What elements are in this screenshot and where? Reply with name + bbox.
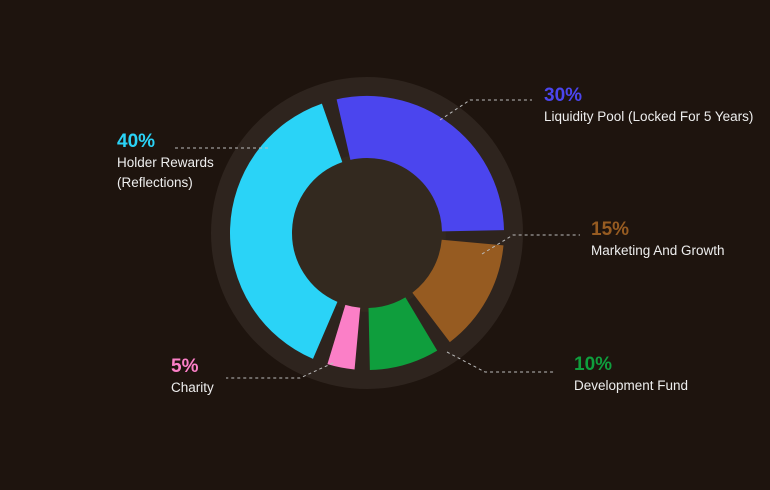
slice-holder-rewards-reflections [230,103,344,359]
leader-line-liquidity [439,99,532,121]
percent-label: 15% [591,219,630,240]
label-marketing: 15% Marketing And Growth [591,219,770,261]
category-label: Charity [171,380,214,395]
category-label: Marketing And Growth [591,243,725,258]
category-label: Liquidity Pool (Locked For 5 Years) [544,109,754,124]
category-label: (Reflections) [117,175,193,190]
donut-hole [288,154,446,312]
slice-development-fund [367,296,438,370]
label-holder-rewards: 40% Holder Rewards (Reflections) [117,131,257,193]
slice-liquidity-pool-locked-for-5-years [336,95,504,233]
percent-label: 10% [574,354,613,375]
label-development-fund: 10% Development Fund [574,354,764,396]
label-liquidity-pool: 30% Liquidity Pool (Locked For 5 Years) [544,85,770,127]
percent-label: 30% [544,85,583,106]
category-label: Development Fund [574,378,689,393]
percent-label: 40% [117,131,156,152]
label-charity: 5% Charity [171,356,291,398]
category-label: Holder Rewards [117,155,214,170]
percent-label: 5% [171,356,199,377]
slice-charity [327,304,362,370]
leader-line-marketing [481,234,580,255]
leader-line-development [446,351,556,373]
leader-line-charity [226,362,334,379]
slice-marketing-and-growth [411,238,504,343]
